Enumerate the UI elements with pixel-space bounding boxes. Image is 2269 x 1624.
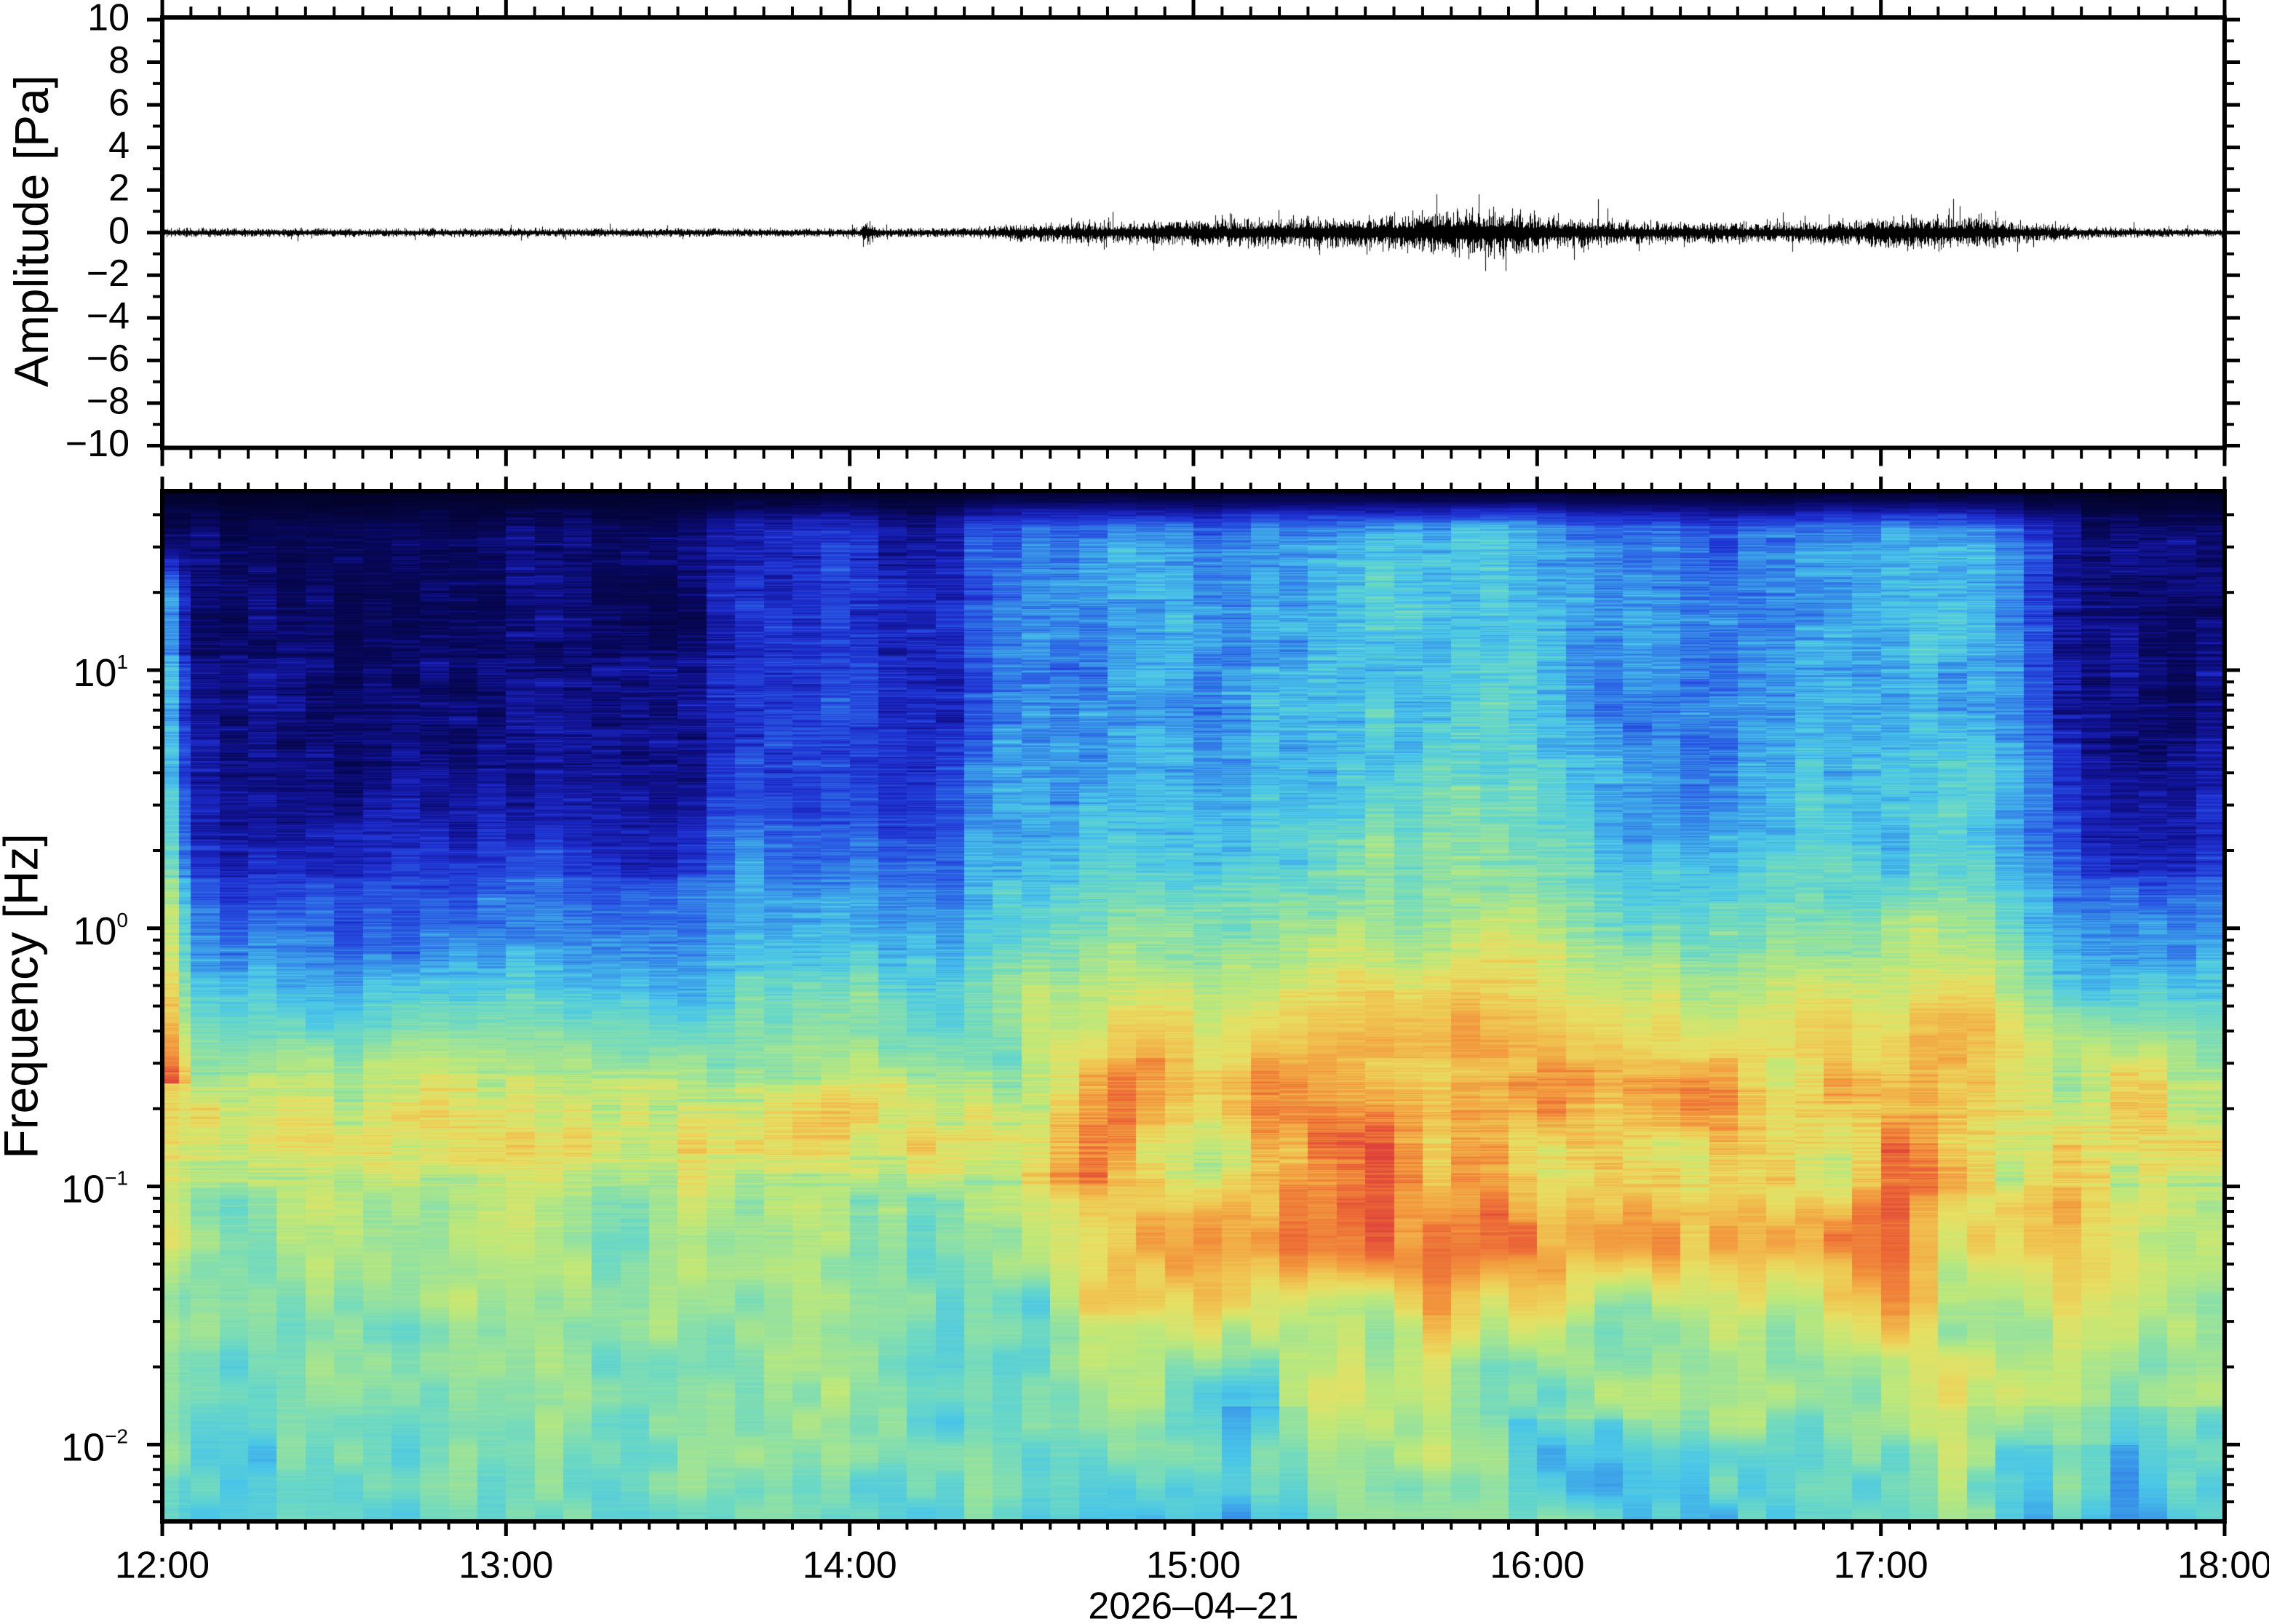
svg-text:18:00: 18:00 [2177,1544,2269,1586]
svg-text:10−2: 10−2 [61,1425,128,1469]
svg-text:Frequency [Hz]: Frequency [Hz] [0,833,48,1159]
svg-text:2026–04–21: 2026–04–21 [1088,1585,1298,1624]
svg-text:−6: −6 [87,338,130,380]
svg-text:Amplitude [Pa]: Amplitude [Pa] [4,75,58,387]
svg-text:4: 4 [108,124,130,167]
svg-text:13:00: 13:00 [458,1544,553,1586]
svg-text:−10: −10 [65,423,130,465]
svg-text:10−1: 10−1 [61,1167,128,1211]
svg-text:10: 10 [87,0,130,39]
svg-text:14:00: 14:00 [803,1544,897,1586]
svg-text:−8: −8 [87,380,130,422]
svg-text:−2: −2 [87,252,130,295]
svg-text:0: 0 [108,210,130,252]
svg-text:16:00: 16:00 [1490,1544,1584,1586]
svg-text:101: 101 [73,650,128,695]
svg-text:12:00: 12:00 [115,1544,210,1586]
svg-text:2: 2 [108,167,130,210]
svg-text:15:00: 15:00 [1146,1544,1241,1586]
svg-text:17:00: 17:00 [1834,1544,1928,1586]
svg-text:6: 6 [108,82,130,124]
svg-text:100: 100 [73,909,128,953]
svg-text:8: 8 [108,39,130,81]
svg-text:−4: −4 [87,295,130,337]
